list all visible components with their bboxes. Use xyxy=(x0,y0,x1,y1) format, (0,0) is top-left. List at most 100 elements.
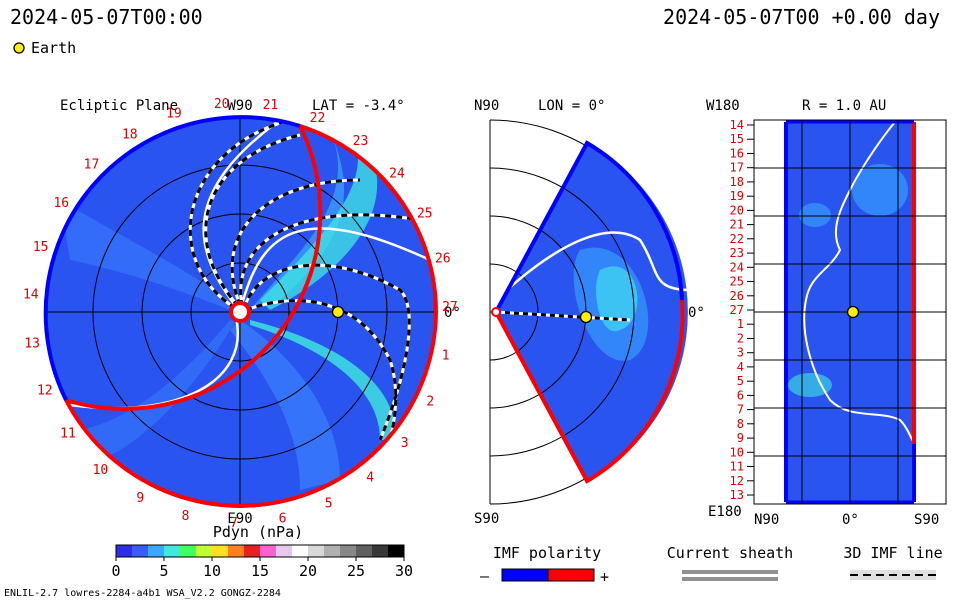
carrington-number: 22 xyxy=(310,111,326,126)
mercator-y-label: 8 xyxy=(737,417,744,431)
mercator-y-label: 19 xyxy=(730,189,744,203)
carrington-number: 5 xyxy=(325,496,333,511)
mercator-y-label: 3 xyxy=(737,346,744,360)
colorbar-swatch xyxy=(116,545,133,557)
mercator-bottom-left-label: E180 xyxy=(708,504,742,520)
colorbar-swatches xyxy=(116,545,405,557)
mercator-y-labels: 1415161718192021222324252627123456789101… xyxy=(730,118,754,502)
ecliptic-right-label: 0° xyxy=(444,305,461,321)
colorbar-swatch xyxy=(164,545,181,557)
carrington-number: 6 xyxy=(279,512,287,527)
earth-legend-label: Earth xyxy=(31,39,76,57)
ecliptic-density-band xyxy=(230,320,340,490)
ecliptic-density-band xyxy=(80,320,235,460)
mercator-y-label: 6 xyxy=(737,388,744,402)
imf-polarity-plus: + xyxy=(600,568,609,586)
ecliptic-title: Ecliptic Plane xyxy=(60,98,178,114)
carrington-number: 2 xyxy=(426,395,434,410)
carrington-number: 8 xyxy=(182,509,190,524)
colorbar-swatch xyxy=(356,545,373,557)
mercator-density-blob xyxy=(799,203,831,227)
meridional-edge-positive xyxy=(494,299,685,484)
colorbar-swatch xyxy=(372,545,389,557)
colorbar-tick-label: 5 xyxy=(159,562,168,580)
meridional-top-label: N90 xyxy=(474,98,499,114)
mercator-y-label: 13 xyxy=(730,488,744,502)
mercator-y-label: 22 xyxy=(730,232,744,246)
imf-line xyxy=(204,133,301,307)
meridional-right-label: 0° xyxy=(688,305,705,321)
carrington-number: 9 xyxy=(136,491,144,506)
colorbar-tick-label: 30 xyxy=(395,562,413,580)
colorbar-swatch xyxy=(340,545,357,557)
carrington-number: 24 xyxy=(389,166,405,181)
mercator-y-label: 5 xyxy=(737,374,744,388)
carrington-number: 21 xyxy=(263,98,279,113)
colorbar-tick-label: 15 xyxy=(251,562,269,580)
carrington-number: 12 xyxy=(37,384,53,399)
colorbar-swatch xyxy=(308,545,325,557)
mercator-y-label: 14 xyxy=(730,118,744,132)
ecliptic-bottom-label: E90 xyxy=(227,511,252,527)
carrington-numbers: 20 21222324252627123456789101112131415161… xyxy=(23,97,458,531)
mercator-y-label: 25 xyxy=(730,275,744,289)
time-left: 2024-05-07T00:00 xyxy=(10,5,203,29)
ecliptic-lat-label: LAT = -3.4° xyxy=(312,98,405,114)
mercator-y-label: 11 xyxy=(730,460,744,474)
model-info: ENLIL-2.7 lowres-2284-a4b1 WSA_V2.2 GONG… xyxy=(4,588,281,599)
mercator-y-label: 23 xyxy=(730,246,744,260)
colorbar-swatch xyxy=(292,545,309,557)
carrington-number: 17 xyxy=(84,158,100,173)
carrington-number: 3 xyxy=(401,436,409,451)
carrington-number: 11 xyxy=(60,427,76,442)
colorbar-swatch xyxy=(180,545,197,557)
mercator-title: R = 1.0 AU xyxy=(802,98,886,114)
meridional-sun-marker xyxy=(491,307,501,317)
colorbar-tick-label: 0 xyxy=(111,562,120,580)
mercator-x-label-left: N90 xyxy=(754,512,779,528)
carrington-number: 16 xyxy=(53,196,69,211)
carrington-number: 25 xyxy=(417,206,433,221)
colorbar-swatch xyxy=(212,545,229,557)
mercator-y-label: 16 xyxy=(730,147,744,161)
earth-marker xyxy=(331,305,345,319)
imf-line-title: 3D IMF line xyxy=(843,544,942,562)
mercator-y-label: 26 xyxy=(730,289,744,303)
colorbar-tick-label: 10 xyxy=(203,562,221,580)
mercator-y-label: 21 xyxy=(730,218,744,232)
mercator-y-label: 15 xyxy=(730,132,744,146)
colorbar-swatch xyxy=(388,545,405,557)
mercator-y-label: 7 xyxy=(737,403,744,417)
carrington-number: 23 xyxy=(353,134,369,149)
carrington-number: 27 xyxy=(442,300,458,315)
carrington-number: 4 xyxy=(366,471,374,486)
meridional-panel: N90 LON = 0° S90 0° xyxy=(474,98,705,527)
imf-polarity-positive-swatch xyxy=(547,568,595,582)
mercator-x-label-mid: 0° xyxy=(842,512,859,528)
carrington-number: 19 xyxy=(166,107,182,122)
mercator-y-label: 12 xyxy=(730,474,744,488)
mercator-earth-marker xyxy=(846,305,860,319)
mercator-y-label: 18 xyxy=(730,175,744,189)
carrington-number: 10 xyxy=(93,463,109,478)
sun-marker xyxy=(229,301,251,323)
imf-line xyxy=(242,263,411,441)
polarity-ring-positive xyxy=(65,125,323,411)
mercator-y-label: 4 xyxy=(737,360,744,374)
colorbar-swatch xyxy=(228,545,245,557)
colorbar: Pdyn (nPa) 0 5 10 15 20 25 30 xyxy=(111,523,413,580)
ecliptic-density-band xyxy=(250,320,396,440)
mercator-y-label: 10 xyxy=(730,445,744,459)
current-sheath-legend: Current sheath xyxy=(667,544,793,581)
colorbar-tick-label: 25 xyxy=(347,562,365,580)
mercator-y-label: 1 xyxy=(737,317,744,331)
colorbar-swatch xyxy=(276,545,293,557)
carrington-number: 14 xyxy=(23,288,39,303)
mercator-y-label: 2 xyxy=(737,332,744,346)
mercator-density-blob xyxy=(852,164,908,216)
colorbar-swatch xyxy=(148,545,165,557)
colorbar-swatch xyxy=(324,545,341,557)
meridional-edge-negative xyxy=(494,140,684,313)
